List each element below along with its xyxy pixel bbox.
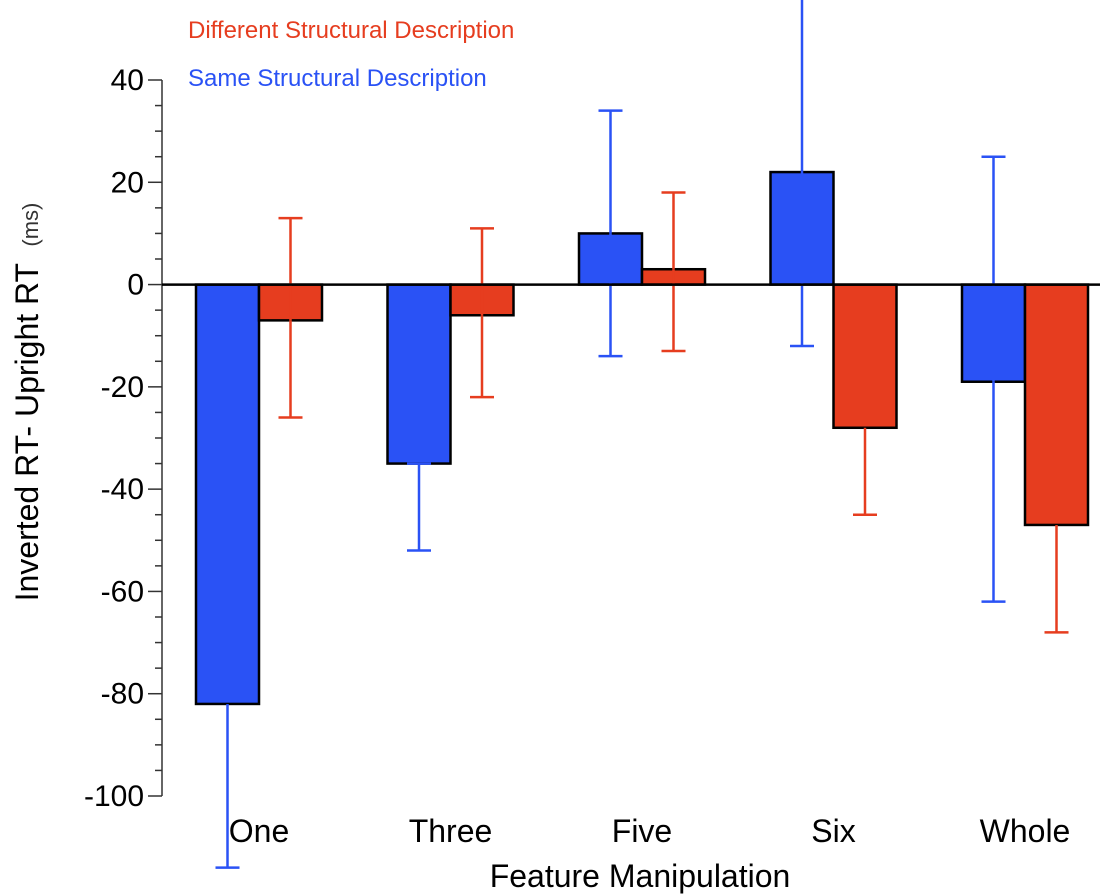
y-tick-label: 0 <box>127 269 144 302</box>
y-tick-label: -60 <box>101 575 144 608</box>
y-tick-label: -20 <box>101 371 144 404</box>
bar-whole-series-2 <box>1023 283 1090 527</box>
bars-layer <box>194 0 1090 869</box>
bar-three-series-1 <box>386 283 452 465</box>
bar-one-series-1 <box>194 283 261 706</box>
y-tick-label: -80 <box>101 678 144 711</box>
y-tick-label: -40 <box>101 473 144 506</box>
y-axis-title-text: Inverted RT- Upright RT <box>9 263 45 601</box>
legend: Different Structural Description Same Str… <box>188 17 514 92</box>
category-label-three: Three <box>409 813 493 849</box>
x-axis-title: Feature Manipulation <box>490 858 791 894</box>
category-label-one: One <box>229 813 289 849</box>
category-labels: One Three Five Six Whole <box>229 813 1071 849</box>
category-label-five: Five <box>612 813 672 849</box>
y-tick-label: 40 <box>111 64 144 97</box>
legend-entry-series-1: Same Structural Description <box>188 65 487 92</box>
category-label-whole: Whole <box>980 813 1071 849</box>
y-tick-label: 20 <box>111 166 144 199</box>
y-axis-title: Inverted RT- Upright RT (ms) <box>9 203 45 602</box>
legend-entry-series-2: Different Structural Description <box>188 17 514 44</box>
y-tick-label: -100 <box>84 780 144 813</box>
category-label-six: Six <box>811 813 855 849</box>
y-axis-unit: (ms) <box>18 203 43 247</box>
bar-six-series-2 <box>832 283 898 430</box>
y-axis: 40 20 0 -20 -40 -60 -80 -100 <box>84 64 163 813</box>
